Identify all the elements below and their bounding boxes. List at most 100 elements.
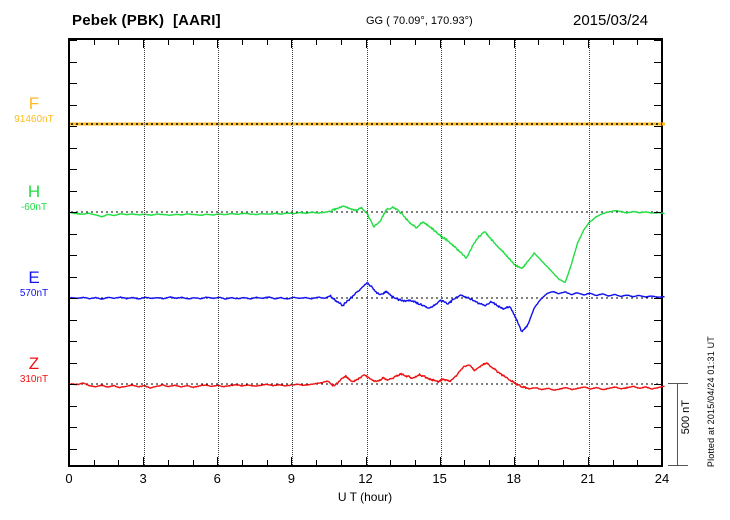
gridline-vertical	[440, 40, 442, 465]
x-tick-bottom	[538, 460, 540, 465]
y-tick-left	[70, 191, 77, 192]
x-tick-bottom	[587, 457, 589, 465]
gridline-vertical	[218, 40, 220, 465]
y-tick-right	[654, 255, 661, 256]
component-symbol: E	[28, 268, 40, 287]
y-tick-left	[70, 105, 77, 106]
y-tick-left	[70, 255, 77, 256]
x-tick-top	[217, 40, 219, 48]
component-label-h: H -60nT	[2, 183, 66, 214]
x-tick-bottom	[390, 460, 392, 465]
x-tick-label: 24	[654, 471, 670, 486]
x-tick-bottom	[291, 457, 293, 465]
y-tick-right	[654, 449, 661, 450]
x-tick-bottom	[563, 460, 565, 465]
component-label-e: E 570nT	[2, 269, 66, 300]
x-tick-top	[192, 40, 194, 45]
y-tick-left	[70, 83, 77, 84]
page-title: Pebek (PBK) [AARI]	[72, 12, 221, 29]
x-tick-top	[143, 40, 145, 48]
x-tick-bottom	[143, 457, 145, 465]
y-tick-left	[70, 169, 77, 170]
x-tick-bottom	[118, 460, 120, 465]
y-tick-left	[70, 384, 77, 385]
trace-e	[70, 281, 665, 333]
y-tick-right	[654, 83, 661, 84]
x-tick-bottom	[93, 460, 95, 465]
trace-z	[70, 362, 665, 391]
y-tick-right	[654, 169, 661, 170]
gridline-vertical	[144, 40, 146, 465]
observation-date: 2015/03/24	[573, 12, 649, 29]
y-tick-right	[654, 341, 661, 342]
x-tick-top	[241, 40, 243, 45]
y-tick-left	[70, 449, 77, 450]
x-tick-top	[662, 40, 663, 48]
y-tick-right	[654, 298, 661, 299]
scale-bar-cap-bottom	[668, 465, 688, 466]
y-tick-left	[70, 62, 77, 63]
y-tick-right	[654, 277, 661, 278]
component-symbol: Z	[28, 354, 40, 373]
x-tick-bottom	[637, 460, 639, 465]
x-tick-bottom	[241, 460, 243, 465]
x-tick-label: 6	[213, 471, 221, 486]
y-tick-left	[70, 298, 77, 299]
x-tick-top	[587, 40, 589, 48]
magnetogram-plot-area	[68, 38, 665, 467]
x-tick-label: 0	[65, 471, 73, 486]
x-axis-title: U T (hour)	[337, 490, 393, 504]
component-baseline-value: -60nT	[20, 202, 48, 213]
component-baseline-value: 570nT	[19, 288, 49, 299]
y-tick-left	[70, 234, 77, 235]
x-tick-bottom	[340, 460, 342, 465]
component-baseline-value: 91460nT	[14, 114, 54, 125]
x-tick-top	[439, 40, 441, 48]
y-tick-left	[70, 406, 77, 407]
x-tick-top	[316, 40, 318, 45]
x-tick-bottom	[414, 460, 416, 465]
y-tick-right	[654, 212, 661, 213]
gridline-vertical	[514, 40, 516, 465]
component-label-z: Z 310nT	[2, 355, 66, 386]
y-tick-left	[70, 427, 77, 428]
scale-bar-label: 500 nT	[680, 400, 692, 435]
x-tick-top	[390, 40, 392, 45]
component-symbol: H	[27, 182, 41, 201]
x-tick-bottom	[464, 460, 466, 465]
y-tick-right	[654, 191, 661, 192]
y-tick-left	[70, 277, 77, 278]
x-tick-top	[93, 40, 95, 45]
x-tick-top	[538, 40, 540, 45]
geographic-coordinates: GG ( 70.09°, 170.93°)	[366, 15, 473, 27]
x-tick-label: 18	[506, 471, 521, 486]
y-tick-right	[654, 427, 661, 428]
y-tick-right	[654, 406, 661, 407]
x-tick-bottom	[513, 457, 515, 465]
trace-svg	[70, 122, 665, 391]
x-tick-bottom	[365, 457, 367, 465]
y-tick-left	[70, 126, 77, 127]
x-tick-top	[612, 40, 614, 45]
x-tick-top	[291, 40, 293, 48]
x-tick-bottom	[612, 460, 614, 465]
scale-bar	[668, 383, 688, 466]
x-tick-top	[266, 40, 268, 45]
y-tick-right	[654, 363, 661, 364]
y-tick-right	[654, 40, 661, 41]
x-tick-top	[489, 40, 491, 45]
y-tick-right	[654, 62, 661, 63]
y-tick-left	[70, 212, 77, 213]
x-tick-top	[637, 40, 639, 45]
scale-bar-line	[677, 383, 678, 466]
x-tick-bottom	[489, 460, 491, 465]
component-symbol: F	[28, 94, 40, 113]
x-tick-bottom	[167, 460, 169, 465]
y-tick-right	[654, 105, 661, 106]
x-tick-top	[414, 40, 416, 45]
x-tick-bottom	[217, 457, 219, 465]
x-tick-bottom	[192, 460, 194, 465]
y-tick-left	[70, 341, 77, 342]
x-tick-top	[513, 40, 515, 48]
x-tick-top	[167, 40, 169, 45]
